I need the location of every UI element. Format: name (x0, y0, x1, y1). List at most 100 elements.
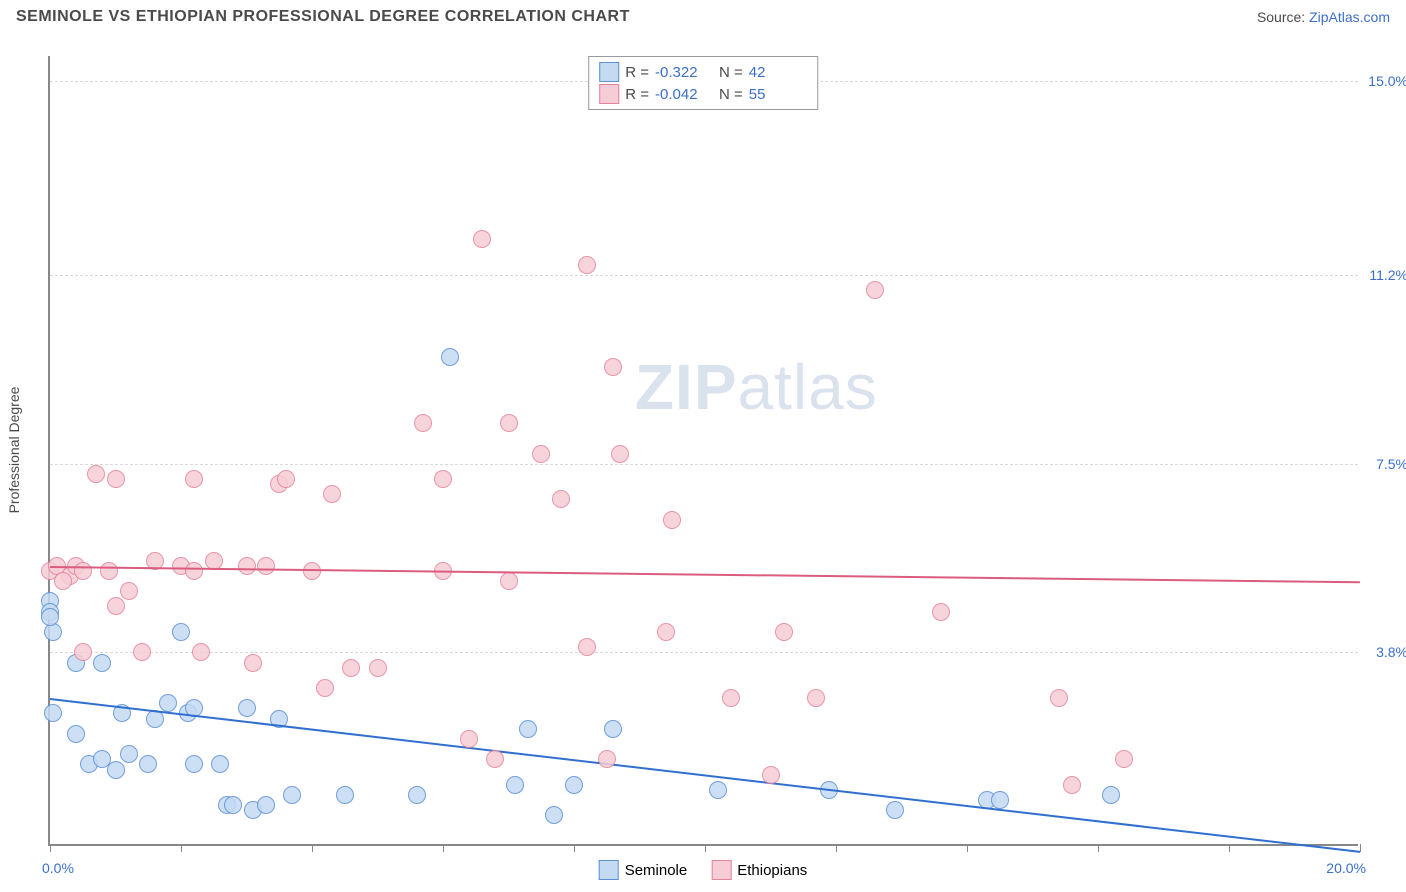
scatter-point (120, 745, 138, 763)
scatter-point (67, 725, 85, 743)
scatter-point (93, 654, 111, 672)
scatter-point (486, 750, 504, 768)
scatter-point (257, 796, 275, 814)
x-tick (443, 844, 444, 852)
scatter-point (172, 623, 190, 641)
legend-swatch (599, 860, 619, 880)
scatter-point (408, 786, 426, 804)
chart-title: SEMINOLE VS ETHIOPIAN PROFESSIONAL DEGRE… (16, 8, 630, 26)
scatter-point (41, 608, 59, 626)
scatter-point (709, 781, 727, 799)
legend-label: Ethiopians (737, 862, 807, 879)
R-label: R = (625, 86, 649, 103)
scatter-point (100, 562, 118, 580)
scatter-point (244, 654, 262, 672)
legend-swatch (711, 860, 731, 880)
trend-line (50, 698, 1360, 853)
scatter-point (578, 638, 596, 656)
scatter-point (139, 755, 157, 773)
scatter-point (107, 470, 125, 488)
scatter-point (663, 511, 681, 529)
scatter-point (932, 603, 950, 621)
watermark: ZIPatlas (635, 350, 878, 424)
scatter-point (565, 776, 583, 794)
source-prefix: Source: (1257, 9, 1309, 25)
gridline (50, 464, 1358, 465)
scatter-point (519, 720, 537, 738)
scatter-point (552, 490, 570, 508)
scatter-point (722, 689, 740, 707)
x-tick (574, 844, 575, 852)
series-legend: Seminole Ethiopians (599, 860, 808, 880)
scatter-point (807, 689, 825, 707)
scatter-point (107, 597, 125, 615)
scatter-point (185, 562, 203, 580)
chart-source: Source: ZipAtlas.com (1257, 9, 1390, 25)
x-tick (181, 844, 182, 852)
scatter-point (500, 414, 518, 432)
N-label: N = (719, 64, 743, 81)
scatter-point (441, 348, 459, 366)
N-label: N = (719, 86, 743, 103)
chart-area: ZIPatlas Professional Degree 3.8%7.5%11.… (48, 56, 1358, 846)
scatter-point (133, 643, 151, 661)
scatter-point (460, 730, 478, 748)
scatter-point (159, 694, 177, 712)
x-tick (705, 844, 706, 852)
x-min-label: 0.0% (42, 860, 74, 876)
correlation-row: R = -0.042 N = 55 (599, 83, 807, 105)
scatter-point (604, 358, 622, 376)
scatter-point (54, 572, 72, 590)
scatter-point (762, 766, 780, 784)
scatter-point (224, 796, 242, 814)
correlation-row: R =-0.322N =42 (599, 61, 807, 83)
scatter-point (342, 659, 360, 677)
x-tick (836, 844, 837, 852)
y-axis-label: Professional Degree (6, 387, 22, 514)
scatter-point (886, 801, 904, 819)
source-link[interactable]: ZipAtlas.com (1309, 9, 1390, 25)
scatter-point (238, 699, 256, 717)
scatter-point (414, 414, 432, 432)
y-tick-label: 11.2% (1364, 267, 1406, 283)
x-tick (312, 844, 313, 852)
scatter-point (185, 755, 203, 773)
gridline (50, 275, 1358, 276)
y-tick-label: 3.8% (1364, 644, 1406, 660)
y-tick-label: 15.0% (1364, 73, 1406, 89)
R-value: -0.042 (655, 86, 713, 103)
scatter-point (506, 776, 524, 794)
scatter-point (185, 470, 203, 488)
plot-area: ZIPatlas Professional Degree 3.8%7.5%11.… (48, 56, 1358, 846)
gridline (50, 652, 1358, 653)
x-tick (1098, 844, 1099, 852)
scatter-point (604, 720, 622, 738)
scatter-point (473, 230, 491, 248)
scatter-point (283, 786, 301, 804)
scatter-point (87, 465, 105, 483)
scatter-point (611, 445, 629, 463)
legend-item: Seminole (599, 860, 688, 880)
scatter-point (257, 557, 275, 575)
watermark-atlas: atlas (738, 351, 878, 423)
scatter-point (238, 557, 256, 575)
legend-swatch (599, 84, 619, 104)
scatter-point (120, 582, 138, 600)
chart-header: SEMINOLE VS ETHIOPIAN PROFESSIONAL DEGRE… (0, 0, 1406, 30)
x-max-label: 20.0% (1326, 860, 1366, 876)
legend-swatch (599, 62, 619, 82)
scatter-point (316, 679, 334, 697)
scatter-point (1050, 689, 1068, 707)
scatter-point (775, 623, 793, 641)
N-value: 55 (749, 86, 807, 103)
scatter-point (598, 750, 616, 768)
N-value: 42 (749, 64, 807, 81)
scatter-point (336, 786, 354, 804)
legend-item: Ethiopians (711, 860, 807, 880)
scatter-point (434, 470, 452, 488)
scatter-point (211, 755, 229, 773)
scatter-point (500, 572, 518, 590)
scatter-point (1063, 776, 1081, 794)
scatter-point (44, 623, 62, 641)
x-tick (967, 844, 968, 852)
